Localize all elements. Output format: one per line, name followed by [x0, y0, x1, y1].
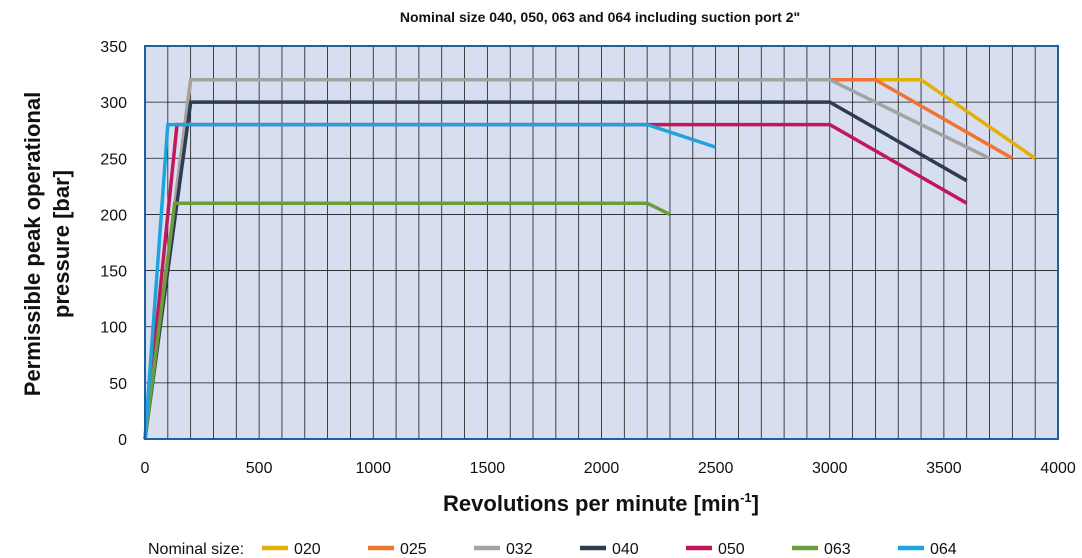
legend-entry-064: 064 [930, 541, 957, 558]
x-tick-label: 500 [246, 460, 273, 477]
y-axis-title: Permissible peak operational pressure [b… [20, 92, 74, 396]
plot-frame [144, 45, 1059, 440]
legend: Nominal size: 020 025 032 040 050 063 064 [148, 541, 957, 558]
y-tick-label: 0 [118, 432, 127, 449]
y-tick-label: 50 [109, 376, 127, 393]
x-tick-label: 4000 [1040, 460, 1076, 477]
x-tick-label: 2500 [698, 460, 734, 477]
legend-entry-020: 020 [294, 541, 321, 558]
y-axis-title-line1: Permissible peak operational [20, 92, 45, 396]
y-tick-label: 350 [100, 39, 127, 56]
legend-entry-040: 040 [612, 541, 639, 558]
series-line-064 [143, 122, 717, 440]
x-tick-label: 1500 [470, 460, 506, 477]
legend-label: Nominal size: [148, 541, 244, 558]
grid [145, 46, 1058, 439]
y-tick-label: 200 [100, 207, 127, 224]
y-tick-label: 150 [100, 264, 127, 281]
legend-entry-032: 032 [506, 541, 533, 558]
legend-entry-025: 025 [400, 541, 427, 558]
x-axis-ticks: 0 500 1000 1500 2000 2500 3000 3500 4000 [141, 460, 1076, 477]
x-axis-title-end: ] [752, 491, 759, 516]
series-line-063 [143, 201, 671, 440]
x-tick-label: 2000 [584, 460, 620, 477]
legend-entry-063: 063 [824, 541, 851, 558]
x-tick-label: 3500 [926, 460, 962, 477]
series-lines [143, 77, 1037, 440]
y-axis-title-line2: pressure [bar] [49, 170, 74, 318]
x-axis-title-main: Revolutions per minute [min [443, 491, 740, 516]
x-axis-title: Revolutions per minute [min-1] [443, 490, 759, 516]
x-tick-label: 3000 [812, 460, 848, 477]
x-tick-label: 1000 [355, 460, 391, 477]
y-axis-ticks: 0 50 100 150 200 250 300 350 [100, 39, 127, 449]
x-tick-label: 0 [141, 460, 150, 477]
y-tick-label: 100 [100, 320, 127, 337]
x-axis-title-sup: -1 [740, 490, 752, 505]
chart-title: Nominal size 040, 050, 063 and 064 inclu… [400, 9, 800, 25]
legend-entry-050: 050 [718, 541, 745, 558]
y-tick-label: 300 [100, 95, 127, 112]
y-tick-label: 250 [100, 151, 127, 168]
